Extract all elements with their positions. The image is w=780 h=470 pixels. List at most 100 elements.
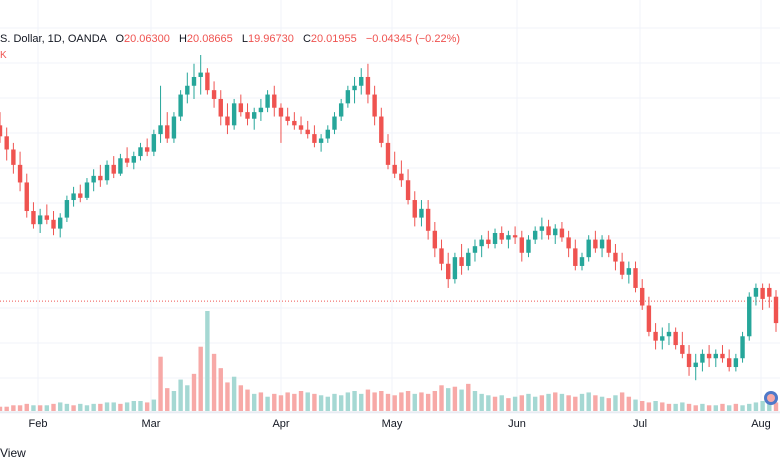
candle-up [452,257,458,280]
ohlc-legend: S. Dollar, 1D, OANDA O20.06300 H20.08665… [0,33,460,45]
candle-down [640,287,645,306]
candle-up [171,116,177,139]
volume-bar [144,402,150,411]
volume-bar [51,403,56,411]
volume-bar [151,399,157,411]
volume-bar [626,396,632,411]
candle-down [720,353,725,359]
volume-bar [733,403,739,411]
volume-bar [285,392,290,411]
candle-up [104,164,110,181]
candle-down [646,305,652,332]
candle-down [405,180,411,201]
candle-up [131,156,136,163]
candle-down [298,125,304,130]
volume-bar [205,311,210,411]
volume-bar [158,356,163,411]
candle-down [272,94,277,108]
volume-bar [124,402,130,411]
candle-up [419,208,424,218]
candle-up [466,252,471,266]
candle-down [773,296,779,324]
open-value: 20.06300 [124,33,170,45]
candle-down [312,134,317,143]
candle-up [178,94,183,117]
candle-up [64,200,70,218]
volume-bar [265,396,270,411]
volume-bar [325,396,330,411]
candle-up [553,228,558,236]
volume-bar [633,399,638,411]
candle-up [252,112,257,119]
volume-bar [245,389,250,411]
candle-up [740,336,745,359]
candle-up [198,72,203,77]
volume-bar [499,395,504,411]
candle-down [566,237,571,249]
candle-up [231,103,237,126]
high-label: H [178,33,187,45]
candle-up [539,226,545,231]
candle-down [4,136,9,150]
volume-bar [760,401,765,411]
volume-bar [640,401,645,411]
volume-bar [425,393,431,411]
volume-bar [211,353,217,411]
volume-bar [686,403,692,411]
candle-down [225,116,230,126]
volume-bar [539,395,545,411]
volume-bar [78,403,83,411]
view-label: View [0,446,26,460]
volume-bar [666,403,672,411]
candle-up [359,76,364,86]
volume-bar [767,399,772,411]
candle-down [292,120,297,126]
candle-down [218,98,223,117]
volume-bar [191,373,197,411]
volume-bar [104,402,110,411]
low-label: L [241,33,248,45]
volume-bar [24,403,29,411]
volume-bar [37,405,43,411]
candle-down [238,103,244,113]
volume-bar [379,391,384,411]
candle-up [526,239,531,253]
volume-bar [506,398,511,411]
logo-icon-inner [767,394,775,402]
candle-up [345,90,351,104]
candle-down [379,116,384,143]
volume-bar [312,393,317,411]
candle-down [211,90,217,99]
candle-up [151,134,157,152]
volume-bar [519,395,524,411]
candle-up [84,182,90,198]
volume-bar [338,395,344,411]
volume-bar [459,389,464,411]
volume-bar [178,379,183,411]
volume-bar [740,405,745,411]
candle-up [352,85,357,91]
volume-bar [412,393,417,411]
candle-down [459,257,464,266]
symbol-text: S. Dollar, 1D, OANDA [0,33,107,45]
volume-bar [773,402,779,411]
candle-down [546,226,551,236]
volume-bar [532,396,538,411]
volume-bar [446,388,451,411]
volume-bar [278,395,284,411]
volume-bar [111,402,116,411]
volume-bar [84,405,90,411]
x-tick-label: Jun [508,418,526,430]
candle-up [599,239,605,249]
candle-down [78,193,83,198]
candle-up [71,193,76,201]
volume-bar [619,392,625,411]
candle-up [332,116,337,130]
candle-down [633,268,638,288]
candle-up [318,138,324,143]
x-tick-label: Aug [751,418,771,430]
volume-bar [566,395,571,411]
volume-bar [747,403,752,411]
candle-up [91,175,96,183]
